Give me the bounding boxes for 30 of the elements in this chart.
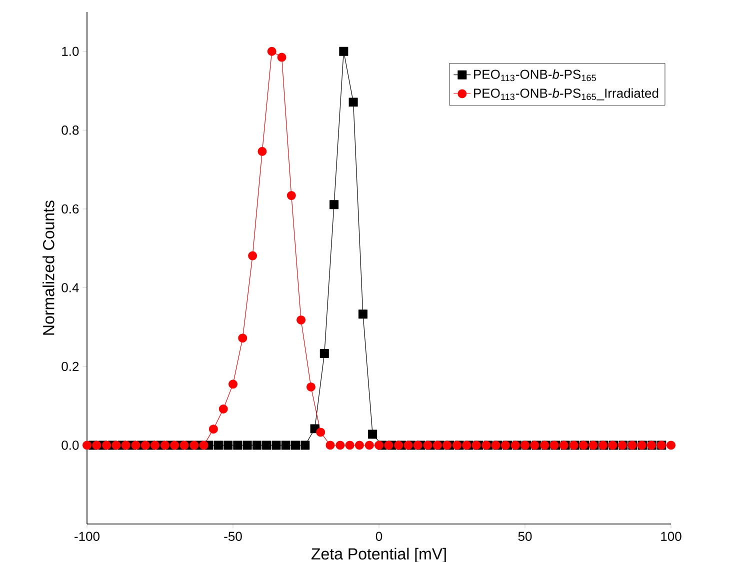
point xyxy=(242,440,252,450)
point xyxy=(233,440,242,450)
y-tick-label: 1.0 xyxy=(62,46,79,56)
point xyxy=(214,440,223,450)
y-tick-label: 0.8 xyxy=(62,126,79,135)
point xyxy=(330,200,339,210)
x-tick-label: 50 xyxy=(518,532,532,541)
point xyxy=(358,310,368,319)
x-tick-label: 100 xyxy=(661,532,682,541)
point xyxy=(300,440,310,450)
point xyxy=(224,440,233,450)
point xyxy=(290,440,300,450)
y-tick-label: 0.6 xyxy=(62,204,79,214)
y-tick-label: 0.2 xyxy=(62,362,79,372)
point xyxy=(368,430,378,439)
point xyxy=(252,440,262,450)
y-tick-label: 0.4 xyxy=(62,283,79,292)
x-tick-label: 0 xyxy=(376,532,382,541)
point xyxy=(272,440,281,450)
legend-label: PEO$_{113}$-ONB-b-PS$_{165}$ xyxy=(474,69,596,82)
point xyxy=(320,348,329,358)
y-axis-title: Normalized Counts xyxy=(42,200,54,335)
point xyxy=(339,46,348,56)
legend-label: PEO$_{113}$-ONB-b-PS$_{165}$_Irradiated xyxy=(474,88,658,100)
point xyxy=(262,440,272,450)
x-tick-label: -50 xyxy=(224,532,242,541)
point xyxy=(281,440,290,450)
x-tick-label: -100 xyxy=(74,532,100,541)
y-tick-label: 0.0 xyxy=(62,440,79,450)
point xyxy=(348,98,358,107)
